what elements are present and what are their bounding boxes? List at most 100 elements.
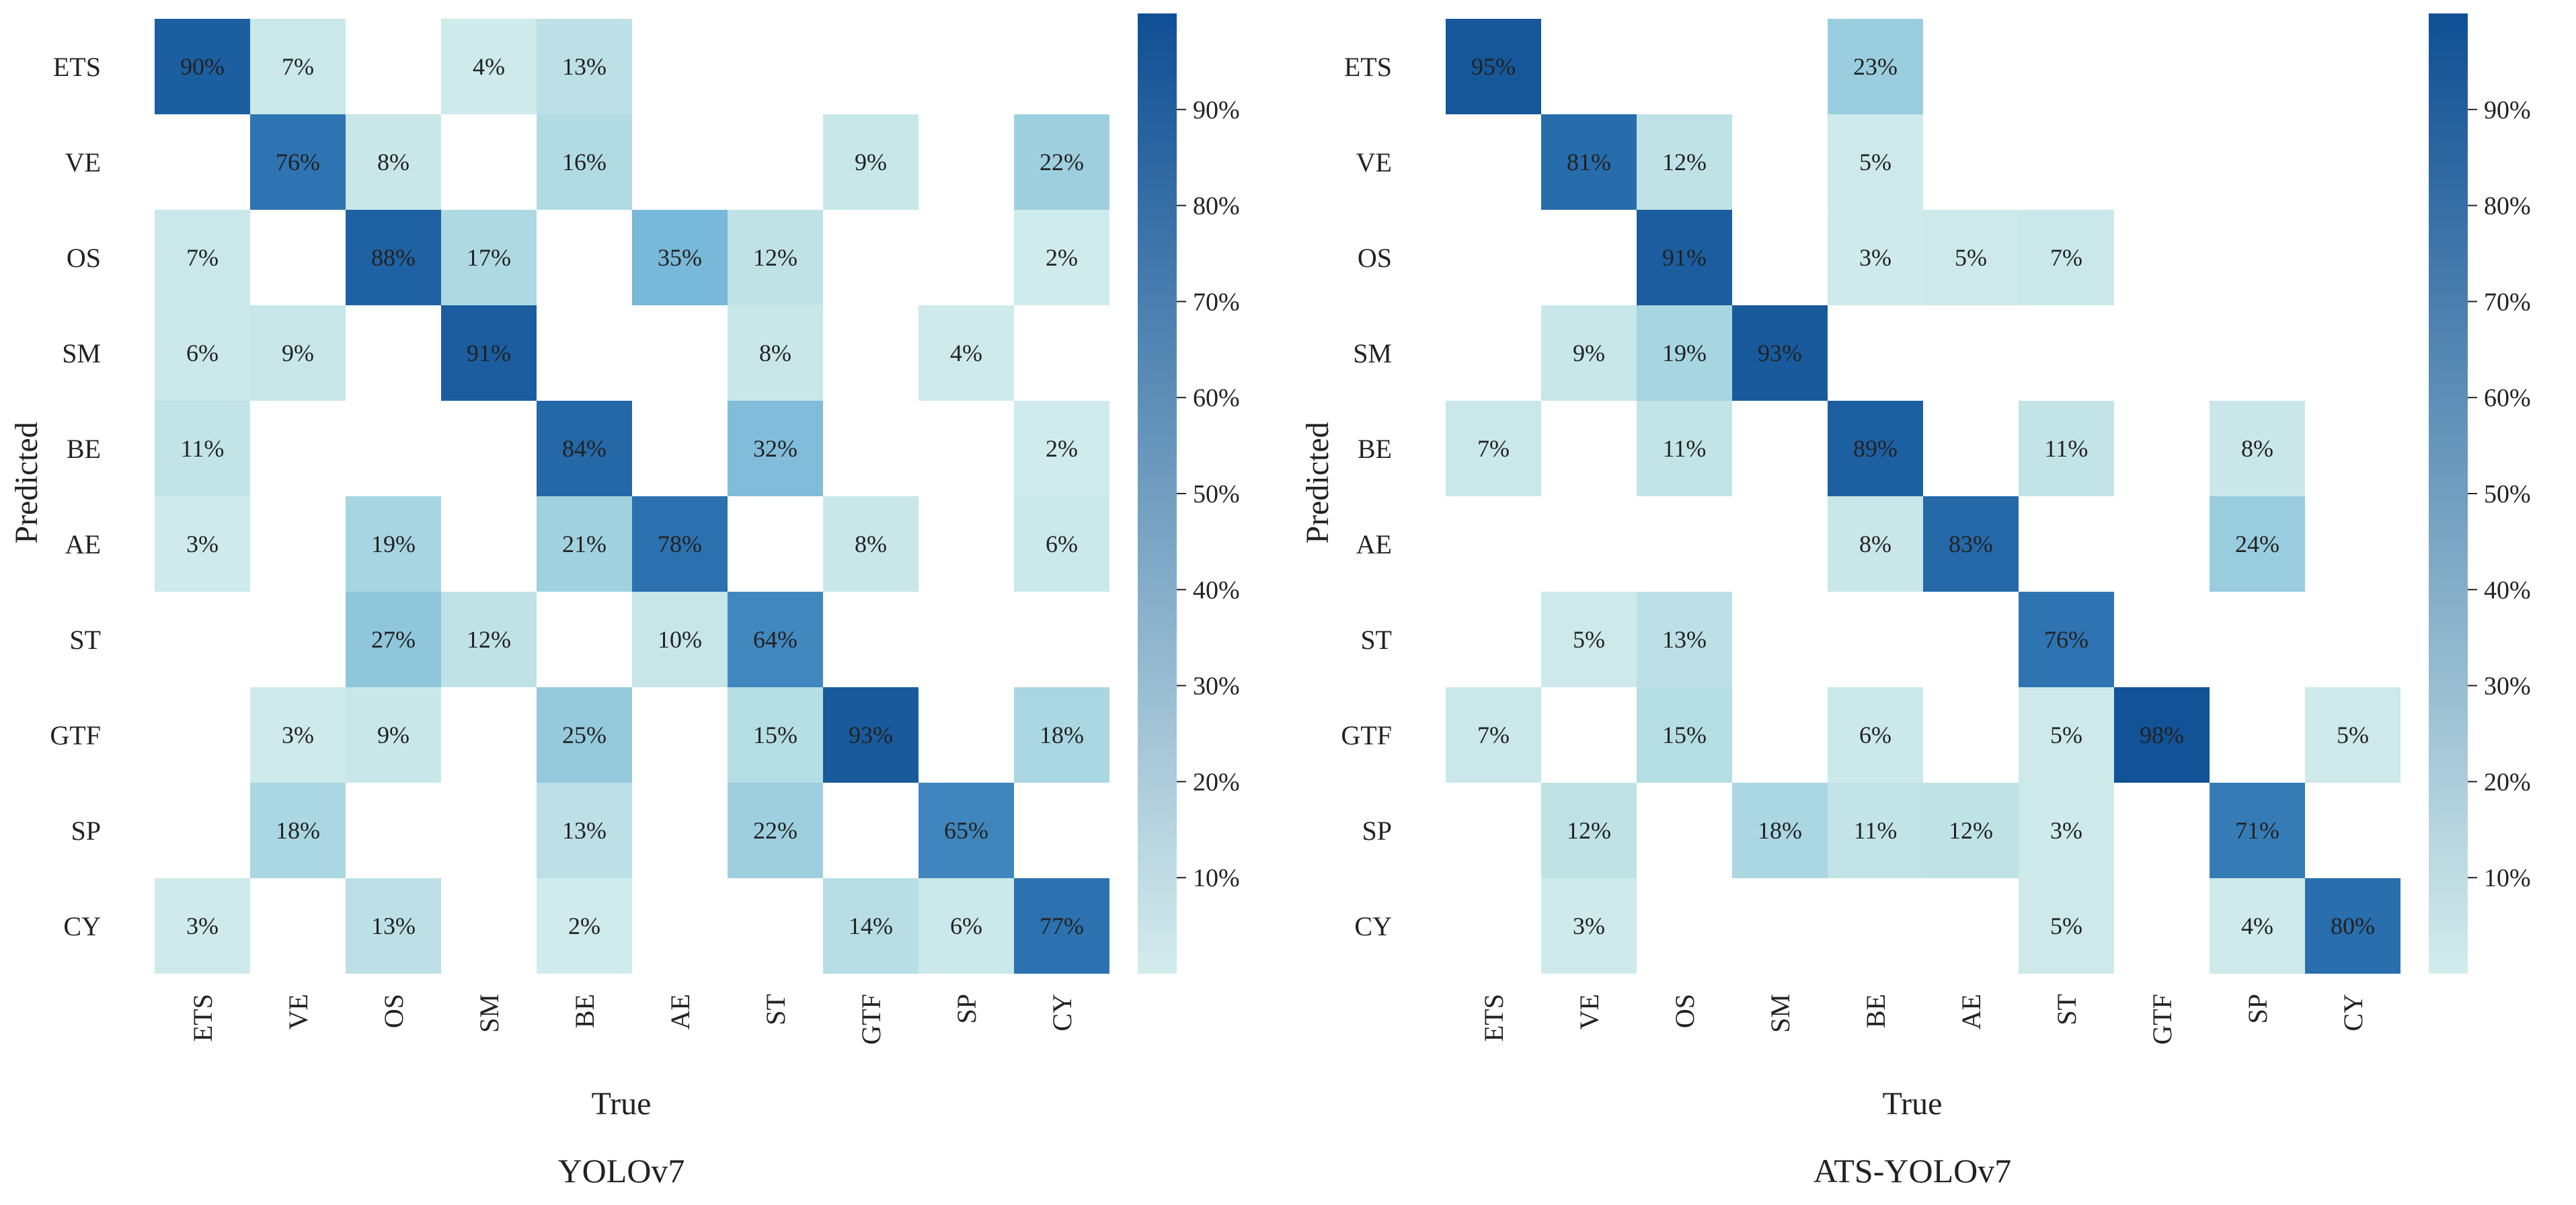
ats-yolov7-cell-r1-c1 xyxy=(1541,114,1637,210)
yolov7-cell-r4-c6 xyxy=(728,401,823,496)
ats-yolov7-xtick-ve: VE xyxy=(1574,994,1604,1029)
ats-yolov7-xtick-st: ST xyxy=(2052,994,2082,1025)
ats-yolov7-cell-r8-c5 xyxy=(1923,783,2019,878)
yolov7-cell-label-r5-c9: 6% xyxy=(1046,531,1078,557)
ats-yolov7-ytick-ve: VE xyxy=(1356,147,1392,178)
yolov7-colorbar-tick-label-90: 90% xyxy=(1193,96,1240,124)
ats-yolov7-ytick-st: ST xyxy=(1360,625,1392,655)
yolov7-cell-r4-c0 xyxy=(155,401,250,496)
yolov7-cell-label-r7-c7: 93% xyxy=(849,722,893,748)
yolov7-cell-label-r4-c0: 11% xyxy=(181,435,225,462)
ats-yolov7-xtick-sp: SP xyxy=(2242,994,2273,1024)
ats-yolov7-cell-label-r9-c8: 4% xyxy=(2241,912,2273,939)
yolov7-cell-label-r8-c8: 65% xyxy=(944,817,988,844)
yolov7-cell-r6-c5 xyxy=(632,592,728,687)
ats-yolov7-cell-label-r9-c1: 3% xyxy=(1573,912,1605,939)
ats-yolov7-colorbar-tick-label-20: 20% xyxy=(2484,768,2531,796)
ats-yolov7-ytick-ets: ETS xyxy=(1344,52,1392,82)
yolov7-cell-r5-c7 xyxy=(823,496,919,592)
ats-yolov7-cell-r2-c2 xyxy=(1637,210,1732,305)
ats-yolov7-title: ATS-YOLOv7 xyxy=(1813,1152,2011,1190)
yolov7-cell-label-r1-c9: 22% xyxy=(1040,149,1084,176)
ats-yolov7-xtick-sm: SM xyxy=(1765,994,1795,1033)
yolov7-cell-r5-c5 xyxy=(632,496,728,592)
yolov7-colorbar-tick-label-50: 50% xyxy=(1193,480,1240,508)
ats-yolov7-ytick-cy: CY xyxy=(1354,911,1392,941)
yolov7-cell-label-r9-c0: 3% xyxy=(186,912,219,939)
yolov7-cell-label-r3-c6: 8% xyxy=(759,340,791,366)
yolov7-cell-r0-c4 xyxy=(537,19,632,114)
ats-yolov7-cell-label-r6-c1: 5% xyxy=(1573,626,1605,653)
ats-yolov7-heatmap-cells: 95% 23% 81% 12% 5% 91% 3% 5% 7% 9% 19% 93% 7% 11% 89% 1… xyxy=(1446,19,2401,974)
ats-yolov7-cell-r7-c4 xyxy=(1828,687,1923,783)
ats-yolov7-cell-r8-c1 xyxy=(1541,783,1637,878)
ats-yolov7-cell-label-r8-c4: 11% xyxy=(1854,817,1898,844)
ats-yolov7-cell-label-r8-c6: 3% xyxy=(2050,817,2082,844)
yolov7-cell-r7-c6 xyxy=(728,687,823,783)
yolov7-cell-r9-c7 xyxy=(823,878,919,974)
yolov7-cell-r8-c1 xyxy=(250,783,346,878)
yolov7-cell-r8-c8 xyxy=(919,783,1014,878)
yolov7-cell-label-r7-c9: 18% xyxy=(1040,722,1084,748)
yolov7-cell-r0-c1 xyxy=(250,19,346,114)
ats-yolov7-ytick-ae: AE xyxy=(1356,529,1392,559)
ats-yolov7-ytick-gtf: GTF xyxy=(1341,720,1392,750)
yolov7-cell-label-r5-c5: 78% xyxy=(658,531,702,557)
yolov7-cell-label-r4-c9: 2% xyxy=(1046,435,1078,462)
yolov7-cell-r8-c4 xyxy=(537,783,632,878)
yolov7-cell-label-r1-c7: 9% xyxy=(855,149,887,176)
yolov7-cell-label-r6-c6: 64% xyxy=(753,626,797,653)
ats-yolov7-ytick-sp: SP xyxy=(1362,816,1393,846)
yolov7-cell-r9-c0 xyxy=(155,878,250,974)
yolov7-cell-r3-c1 xyxy=(250,305,346,401)
yolov7-xtick-gtf: GTF xyxy=(856,994,886,1045)
ats-yolov7-cell-label-r3-c3: 93% xyxy=(1758,340,1802,366)
ats-yolov7-xtick-os: OS xyxy=(1670,994,1700,1028)
yolov7-colorbar-tick-label-70: 70% xyxy=(1193,288,1240,316)
ats-yolov7-colorbar-tick-label-10: 10% xyxy=(2484,864,2531,892)
yolov7-cell-label-r9-c8: 6% xyxy=(950,912,982,939)
ats-yolov7-cell-r8-c8 xyxy=(2210,783,2305,878)
yolov7-cell-label-r8-c4: 13% xyxy=(562,817,607,844)
ats-yolov7-xtick-ets: ETS xyxy=(1479,994,1509,1042)
ats-yolov7-cell-r6-c6 xyxy=(2019,592,2114,687)
yolov7-cell-label-r0-c0: 90% xyxy=(180,53,225,80)
yolov7-colorbar-tick-label-40: 40% xyxy=(1193,576,1240,605)
yolov7-cell-r2-c0 xyxy=(155,210,250,305)
yolov7-cell-r1-c2 xyxy=(346,114,441,210)
yolov7-cell-label-r9-c7: 14% xyxy=(849,912,893,939)
ats-yolov7-cell-r4-c0 xyxy=(1446,401,1541,496)
yolov7-heatmap-cells: 90% 7% 4% 13% 76% 8% 16% 9% 22% 7% 88% 17% 35% 12% 2% 6… xyxy=(155,19,1109,974)
yolov7-ytick-ets: ETS xyxy=(53,52,101,82)
yolov7-cell-label-r9-c4: 2% xyxy=(568,912,600,939)
ats-yolov7-ytick-be: BE xyxy=(1358,434,1392,464)
ats-yolov7-cell-label-r8-c8: 71% xyxy=(2235,817,2279,844)
yolov7-cell-r4-c4 xyxy=(537,401,632,496)
yolov7-cell-r9-c9 xyxy=(1014,878,1109,974)
yolov7-cell-label-r9-c9: 77% xyxy=(1040,912,1084,939)
yolov7-ytick-be: BE xyxy=(67,434,101,464)
yolov7-cell-r9-c2 xyxy=(346,878,441,974)
yolov7-colorbar-tick-label-60: 60% xyxy=(1193,384,1240,412)
yolov7-cell-label-r7-c4: 25% xyxy=(562,722,607,748)
ats-yolov7-cell-r9-c6 xyxy=(2019,878,2114,974)
yolov7-cell-r7-c9 xyxy=(1014,687,1109,783)
ats-yolov7-cell-r1-c2 xyxy=(1637,114,1732,210)
ats-yolov7-cell-r8-c3 xyxy=(1732,783,1828,878)
yolov7-xtick-os: OS xyxy=(379,994,409,1028)
ats-yolov7-cell-label-r5-c5: 83% xyxy=(1949,531,1993,557)
ats-yolov7-cell-r3-c1 xyxy=(1541,305,1637,401)
yolov7-colorbar-tick-label-80: 80% xyxy=(1193,192,1240,221)
ats-yolov7-cell-label-r4-c4: 89% xyxy=(1853,435,1898,462)
ats-yolov7-cell-label-r7-c4: 6% xyxy=(1859,722,1891,748)
ats-yolov7-colorbar-tick-label-50: 50% xyxy=(2484,480,2531,508)
yolov7-cell-label-r8-c1: 18% xyxy=(276,817,320,844)
yolov7-cell-label-r4-c6: 32% xyxy=(753,435,797,462)
ats-yolov7-cell-r7-c0 xyxy=(1446,687,1541,783)
yolov7-xtick-sm: SM xyxy=(474,994,504,1033)
yolov7-cell-label-r4-c4: 84% xyxy=(562,435,607,462)
yolov7-cell-r1-c7 xyxy=(823,114,919,210)
ats-yolov7-cell-r4-c4 xyxy=(1828,401,1923,496)
yolov7-xtick-cy: CY xyxy=(1047,994,1077,1032)
